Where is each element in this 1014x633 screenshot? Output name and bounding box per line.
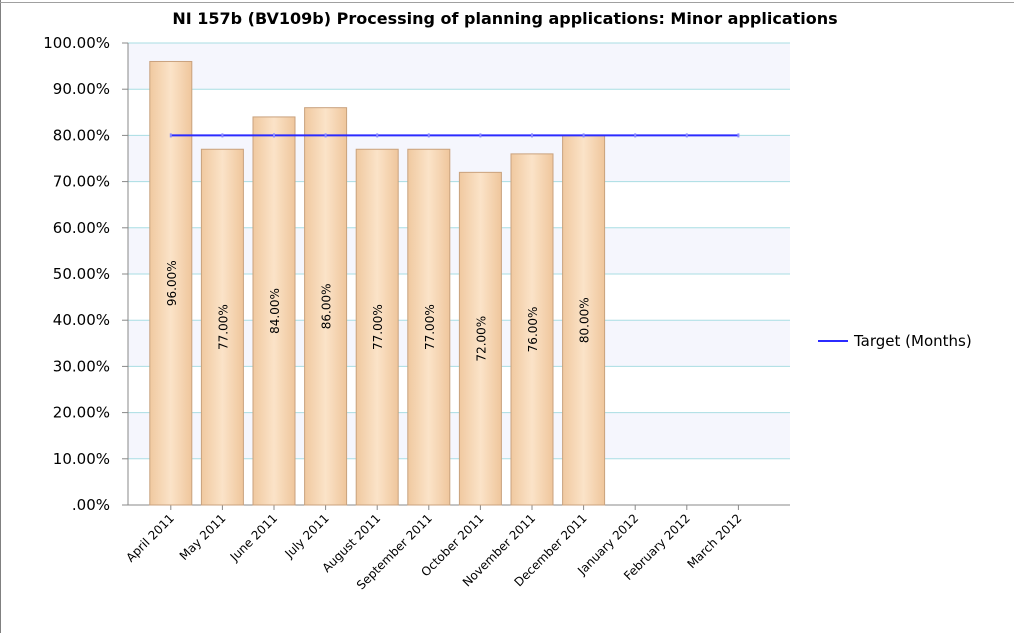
data-label: 77.00% bbox=[216, 304, 230, 350]
plot-band bbox=[128, 89, 790, 136]
chart-title: NI 157b (BV109b) Processing of planning … bbox=[172, 9, 837, 28]
legend-label: Target (Months) bbox=[853, 332, 972, 350]
y-tick-label: 20.00% bbox=[53, 404, 110, 422]
y-tick-label: 90.00% bbox=[53, 80, 110, 98]
x-tick-label: July 2011 bbox=[282, 511, 332, 561]
bar bbox=[562, 134, 606, 506]
bar bbox=[200, 148, 244, 506]
x-tick-label: May 2011 bbox=[177, 511, 229, 563]
bar bbox=[304, 107, 348, 506]
data-label: 86.00% bbox=[320, 283, 334, 329]
x-tick-label: June 2011 bbox=[227, 511, 280, 564]
data-label: 77.00% bbox=[371, 304, 385, 350]
y-tick-label: 50.00% bbox=[53, 265, 110, 283]
data-label: 76.00% bbox=[526, 307, 540, 353]
x-tick-label: April 2011 bbox=[123, 511, 177, 565]
y-tick-label: 100.00% bbox=[43, 34, 110, 52]
y-tick-label: 80.00% bbox=[53, 126, 110, 144]
bar bbox=[407, 148, 451, 506]
y-tick-label: 60.00% bbox=[53, 219, 110, 237]
y-tick-label: .00% bbox=[72, 496, 110, 514]
y-tick-label: 70.00% bbox=[53, 173, 110, 191]
bar bbox=[252, 116, 296, 506]
y-tick-label: 40.00% bbox=[53, 311, 110, 329]
bar bbox=[510, 153, 554, 506]
data-label: 84.00% bbox=[268, 288, 282, 334]
y-tick-label: 30.00% bbox=[53, 357, 110, 375]
bar bbox=[355, 148, 399, 506]
data-label: 80.00% bbox=[578, 297, 592, 343]
data-label: 72.00% bbox=[474, 316, 488, 362]
plot-band bbox=[128, 43, 790, 90]
data-label: 77.00% bbox=[423, 304, 437, 350]
x-tick-label: March 2012 bbox=[684, 511, 744, 571]
data-label: 96.00% bbox=[165, 260, 179, 306]
bar bbox=[458, 171, 502, 506]
y-tick-label: 10.00% bbox=[53, 450, 110, 468]
